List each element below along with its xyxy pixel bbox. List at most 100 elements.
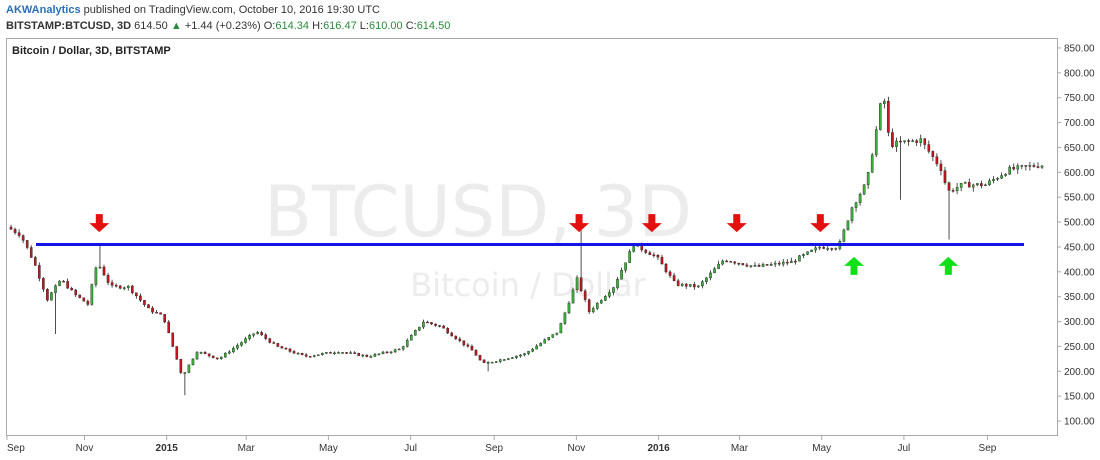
candle-down	[215, 357, 219, 360]
close-value: 614.50	[416, 20, 451, 32]
price-tick-label: 450.00	[1064, 242, 1095, 253]
candle-up	[883, 100, 886, 104]
candle-up	[422, 321, 425, 328]
candle-up	[494, 361, 498, 363]
candle-down	[300, 352, 304, 355]
candle-down	[943, 170, 947, 183]
candle-up	[701, 281, 704, 287]
candle-down	[42, 278, 45, 290]
candle-down	[86, 301, 90, 305]
candle-down	[430, 322, 433, 325]
candle-up	[955, 187, 959, 191]
candle-up	[976, 183, 979, 186]
price-tick-label: 350.00	[1064, 292, 1095, 303]
candle-down	[587, 299, 591, 313]
author-link[interactable]: AKWAnalytics	[6, 4, 81, 16]
candle-down	[151, 307, 154, 313]
candle-down	[794, 260, 797, 263]
price-tick-label: 400.00	[1064, 267, 1095, 278]
price-tick-label: 550.00	[1064, 193, 1095, 204]
candle-up	[498, 359, 502, 362]
candle-down	[1036, 166, 1040, 168]
candle-down	[923, 138, 927, 145]
candle-up	[519, 354, 522, 357]
arrow-annotations[interactable]	[89, 214, 959, 275]
price-tick-label: 500.00	[1064, 218, 1095, 229]
candle-up	[381, 351, 385, 354]
candle-down	[292, 351, 296, 354]
candle-down	[664, 263, 668, 273]
candle-down	[82, 297, 86, 302]
candle-up	[854, 202, 858, 208]
candle-up	[595, 302, 599, 309]
candle-down	[579, 277, 583, 292]
candle-down	[1012, 166, 1016, 170]
candle-up	[697, 285, 700, 288]
candle-up	[996, 178, 999, 180]
candle-up	[591, 308, 595, 313]
candle-down	[733, 261, 737, 264]
time-tick-label: 2015	[156, 443, 179, 454]
time-axis[interactable]: Sep Nov 2015 Mar May Jul Sep Nov 2016 Mar May Jul Se…	[6, 436, 997, 454]
arrow-down-icon[interactable]	[641, 214, 662, 233]
candle-down	[304, 354, 308, 357]
candle-up	[680, 283, 684, 286]
candle-up	[992, 179, 995, 181]
published-text: published on TradingView.com, October 10…	[80, 4, 381, 16]
candle-down	[272, 342, 276, 344]
arrow-down-icon[interactable]	[726, 214, 747, 233]
candle-down	[74, 289, 78, 296]
candle-up	[296, 352, 300, 355]
chart-title: Bitcoin / Dollar, 3D, BITSTAMP	[12, 45, 171, 57]
candle-up	[866, 172, 870, 186]
candle-down	[741, 263, 745, 266]
candle-down	[276, 343, 280, 347]
candle-up	[612, 287, 615, 293]
price-tick-label: 300.00	[1064, 317, 1095, 328]
candle-up	[1040, 165, 1044, 168]
candle-down	[159, 312, 162, 315]
open-label: O:	[263, 20, 276, 32]
candle-down	[745, 264, 749, 267]
candle-up	[1028, 165, 1032, 167]
candle-up	[628, 251, 631, 263]
candle-up	[826, 248, 830, 250]
high-label: H:	[312, 20, 324, 32]
candle-up	[401, 346, 405, 350]
candle-down	[143, 300, 146, 305]
candle-up	[337, 352, 340, 354]
candle-up	[228, 351, 231, 354]
time-tick-label: Jul	[897, 443, 910, 454]
arrow-down-icon[interactable]	[569, 214, 590, 233]
arrow-down-icon[interactable]	[89, 214, 110, 233]
candle-up	[349, 352, 352, 354]
candle-up	[870, 154, 874, 173]
candle-down	[470, 345, 474, 351]
arrow-down-icon[interactable]	[810, 214, 831, 233]
price-axis[interactable]: 100.00 150.00 200.00 250.00 300.00 350.00 400.…	[1057, 43, 1095, 428]
candle-down	[967, 182, 971, 188]
candle-up	[373, 354, 377, 357]
arrow-up-icon[interactable]	[844, 256, 865, 275]
candle-down	[693, 284, 696, 288]
candle-up	[248, 335, 251, 339]
candle-up	[575, 277, 579, 291]
candle-down	[462, 340, 466, 346]
candle-down	[385, 351, 389, 354]
candle-down	[1032, 165, 1036, 167]
candle-up	[963, 182, 967, 184]
candle-down	[139, 295, 142, 301]
candle-down	[78, 294, 82, 298]
symbol-label[interactable]: BITSTAMP:BTCUSD, 3D	[6, 20, 132, 32]
arrow-up-icon[interactable]	[938, 256, 959, 275]
candle-up	[50, 292, 53, 301]
candle-down	[135, 292, 138, 297]
candle-up	[312, 355, 316, 357]
candle-up	[761, 264, 765, 267]
candle-down	[648, 252, 652, 256]
candle-up	[769, 264, 773, 266]
time-tick-label: 2016	[647, 443, 670, 454]
candle-up	[90, 284, 94, 305]
candle-up	[195, 352, 199, 360]
